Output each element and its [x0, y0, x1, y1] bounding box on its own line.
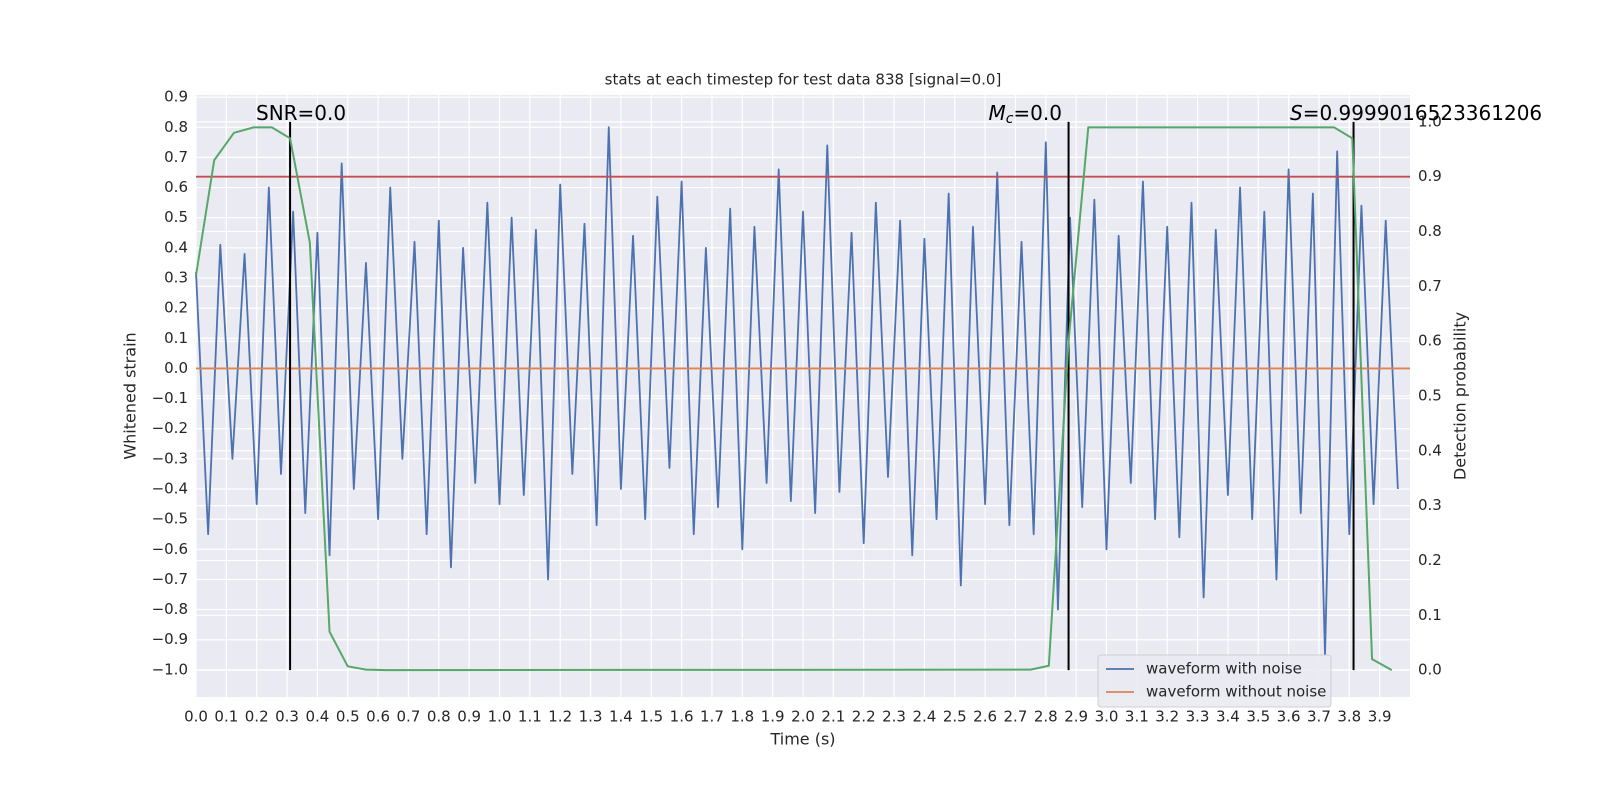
x-tick-label: 0.3: [275, 708, 299, 726]
x-tick-label: 2.4: [912, 708, 936, 726]
x-tick-label: 0.0: [184, 708, 208, 726]
y2-tick-label: 0.1: [1418, 606, 1442, 624]
x-tick-label: 1.6: [670, 708, 694, 726]
annotation: S=0.9999016523361206: [1290, 101, 1542, 125]
y2-tick-label: 0.6: [1418, 332, 1442, 350]
legend-label: waveform without noise: [1146, 683, 1326, 701]
annotation-text: SNR=0.0: [256, 101, 346, 125]
y-axis-label: Whitened strain: [121, 332, 140, 459]
x-tick-label: 1.7: [700, 708, 724, 726]
y-tick-label: −0.7: [152, 570, 188, 588]
annotation-symbol: M: [988, 101, 1005, 125]
x-tick-label: 1.8: [730, 708, 754, 726]
y-tick-label: 0.9: [164, 88, 188, 106]
y-tick-label: 0.4: [164, 238, 188, 256]
x-tick-label: 0.9: [457, 708, 481, 726]
x-tick-label: 3.6: [1277, 708, 1301, 726]
y-tick-label: −0.1: [152, 389, 188, 407]
annotation: SNR=0.0: [256, 101, 346, 125]
annotation-subscript: c: [1006, 111, 1014, 127]
x-tick-label: 3.5: [1246, 708, 1270, 726]
x-tick-label: 1.1: [518, 708, 542, 726]
series-line: [195, 126, 1393, 672]
y-tick-label: −0.6: [152, 540, 188, 558]
y-tick-label: −0.8: [152, 600, 188, 618]
y-tick-label: 0.8: [164, 118, 188, 136]
y-tick-label: 0.1: [164, 329, 188, 347]
series-line: [195, 126, 1399, 656]
x-tick-label: 3.8: [1337, 708, 1361, 726]
x-tick-label: 1.0: [488, 708, 512, 726]
y-tick-label: −0.3: [152, 449, 188, 467]
x-tick-label: 3.2: [1155, 708, 1179, 726]
annotation: Mc=0.0: [988, 101, 1062, 128]
annotation-symbol: S: [1290, 101, 1303, 125]
y2-tick-label: 0.8: [1418, 222, 1442, 240]
y-tick-label: −0.5: [152, 510, 188, 528]
y-tick-label: 0.5: [164, 208, 188, 226]
x-tick-label: 3.7: [1307, 708, 1331, 726]
y2-tick-label: 1.0: [1418, 112, 1442, 130]
y2-tick-label: 0.0: [1418, 661, 1442, 679]
y2-tick-label: 0.5: [1418, 387, 1442, 405]
x-tick-label: 2.0: [791, 708, 815, 726]
x-tick-label: 3.9: [1368, 708, 1392, 726]
x-tick-label: 3.0: [1095, 708, 1119, 726]
x-tick-label: 2.7: [1004, 708, 1028, 726]
x-tick-label: 1.3: [579, 708, 603, 726]
y2-tick-label: 0.2: [1418, 551, 1442, 569]
x-tick-label: 0.1: [214, 708, 238, 726]
y-tick-label: 0.7: [164, 148, 188, 166]
x-tick-label: 0.8: [427, 708, 451, 726]
x-tick-label: 1.9: [761, 708, 785, 726]
y-tick-label: −1.0: [152, 660, 188, 678]
y2-tick-label: 0.3: [1418, 496, 1442, 514]
x-tick-label: 2.5: [943, 708, 967, 726]
x-tick-label: 0.5: [336, 708, 360, 726]
y2-tick-label: 0.7: [1418, 277, 1442, 295]
x-tick-label: 0.7: [397, 708, 421, 726]
y-tick-label: 0.6: [164, 178, 188, 196]
y-tick-label: 0.3: [164, 268, 188, 286]
legend-box: [1097, 654, 1332, 708]
x-tick-label: 2.8: [1034, 708, 1058, 726]
y-tick-label: 0.2: [164, 299, 188, 317]
y2-axis-label: Detection probability: [1451, 312, 1470, 480]
x-tick-label: 2.3: [882, 708, 906, 726]
x-tick-label: 3.3: [1186, 708, 1210, 726]
y-tick-label: −0.2: [152, 419, 188, 437]
x-tick-label: 1.2: [548, 708, 572, 726]
x-tick-label: 1.4: [609, 708, 633, 726]
x-tick-label: 3.1: [1125, 708, 1149, 726]
y-tick-label: −0.9: [152, 630, 188, 648]
chart-title: stats at each timestep for test data 838…: [605, 71, 1002, 89]
annotation-text: =0.0: [1013, 101, 1062, 125]
y-tick-label: 0.0: [164, 359, 188, 377]
x-tick-label: 0.6: [366, 708, 390, 726]
x-tick-label: 0.4: [305, 708, 329, 726]
annotation-text: =0.9999016523361206: [1303, 101, 1542, 125]
x-tick-label: 2.9: [1064, 708, 1088, 726]
x-tick-label: 1.5: [639, 708, 663, 726]
x-axis-label: Time (s): [769, 730, 835, 749]
y2-tick-label: 0.9: [1418, 167, 1442, 185]
x-tick-label: 2.2: [852, 708, 876, 726]
x-tick-label: 3.4: [1216, 708, 1240, 726]
x-tick-label: 2.6: [973, 708, 997, 726]
legend-label: waveform with noise: [1146, 660, 1302, 678]
y2-tick-label: 0.4: [1418, 441, 1442, 459]
x-tick-label: 0.2: [245, 708, 269, 726]
x-tick-label: 2.1: [821, 708, 845, 726]
y-tick-label: −0.4: [152, 479, 188, 497]
